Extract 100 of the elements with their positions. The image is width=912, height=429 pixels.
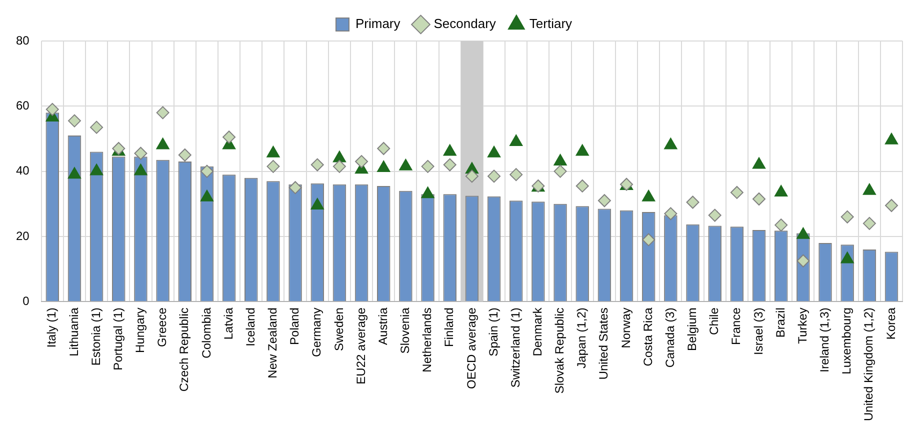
x-tick-label: New Zealand (266, 308, 280, 378)
point (576, 179, 589, 192)
x-tick-label: OECD average (464, 307, 478, 389)
point (288, 181, 302, 194)
point (443, 158, 456, 172)
point (774, 218, 788, 232)
x-tick-label: Czech Republic (177, 308, 192, 392)
point (377, 142, 390, 155)
point (796, 254, 810, 268)
point (730, 186, 744, 199)
point (134, 164, 148, 176)
point (443, 144, 456, 156)
point (510, 168, 523, 182)
point (465, 170, 478, 183)
x-tick-label: Portugal (1) (110, 308, 125, 370)
point (399, 158, 412, 170)
point (222, 130, 236, 144)
x-tick-label: Ireland (1,3) (818, 308, 832, 372)
x-tick-label: Spain (1) (486, 308, 500, 356)
x-tick-label: Germany (310, 308, 324, 357)
x-tick-label: Canada (3) (662, 308, 677, 368)
point (156, 138, 170, 150)
x-tick-label: United States (596, 308, 611, 380)
x-tick-label: Italy (1) (44, 308, 59, 348)
x-tick-label: Belgium (685, 308, 700, 351)
x-tick-label: Austria (376, 307, 390, 345)
x-tick-label: Turkey (795, 308, 810, 344)
point (510, 134, 523, 146)
point (884, 132, 898, 144)
point (664, 138, 678, 150)
point (686, 196, 700, 209)
point (840, 210, 854, 224)
point (90, 120, 104, 134)
point (46, 102, 59, 116)
x-tick-label: Switzerland (1) (508, 308, 522, 388)
point (310, 158, 324, 172)
x-tick-label: Iceland (243, 308, 258, 346)
x-tick-label: Greece (155, 307, 170, 347)
x-tick-label: EU22 average (354, 307, 368, 384)
point (488, 170, 501, 183)
x-tick-label: France (729, 307, 744, 345)
x-tick-label: Finland (442, 308, 456, 347)
x-tick-label: Brazil (773, 308, 788, 338)
x-tick-label: Sweden (332, 308, 346, 351)
point (664, 207, 678, 220)
y-tick-label: 60 (16, 98, 30, 112)
point (862, 216, 876, 230)
point (156, 106, 170, 120)
x-tick-label: Denmark (530, 306, 544, 356)
x-tick-label: Korea (884, 307, 898, 340)
point (200, 190, 214, 202)
x-tick-label: Chile (707, 307, 722, 335)
point (421, 160, 434, 173)
point (377, 160, 390, 172)
point (796, 227, 810, 239)
point (862, 183, 876, 195)
point (642, 233, 656, 246)
point (90, 164, 104, 176)
point (576, 144, 589, 156)
x-tick-label: United Kingdom (1,2) (862, 308, 876, 421)
x-tick-label: Netherlands (420, 308, 434, 372)
y-tick-label: 40 (16, 164, 30, 178)
x-tick-label: Slovak Republic (552, 308, 567, 394)
x-tick-label: Estonia (1) (88, 308, 103, 366)
point (134, 146, 148, 160)
x-tick-label: Israel (3) (751, 308, 766, 355)
legend-label: Secondary (434, 16, 496, 32)
point (554, 164, 567, 178)
point (752, 192, 766, 206)
point (266, 146, 280, 158)
x-tick-label: Latvia (221, 307, 236, 340)
point (266, 160, 280, 173)
y-tick-label: 80 (16, 33, 30, 48)
point (885, 199, 898, 212)
y-tick-label: 0 (22, 294, 30, 308)
point (774, 184, 788, 196)
point (332, 160, 346, 173)
y-tick-label: 20 (16, 228, 30, 243)
x-tick-label: Poland (288, 308, 302, 345)
point (752, 157, 766, 169)
point (68, 114, 81, 128)
point (554, 154, 567, 166)
x-tick-label: Colombia (199, 307, 214, 358)
x-tick-label: Norway (618, 308, 633, 348)
legend-label: Tertiary (529, 16, 573, 32)
x-tick-label: Hungary (133, 308, 148, 353)
point (310, 198, 324, 210)
point (598, 194, 611, 208)
x-tick-label: Luxembourg (840, 308, 854, 374)
point (487, 146, 501, 158)
x-tick-label: Japan (1,2) (574, 308, 589, 368)
point (840, 252, 854, 264)
point (355, 155, 368, 168)
x-tick-label: Lithuania (66, 307, 81, 356)
point (642, 190, 656, 202)
legend-label: Primary (355, 16, 401, 32)
point (200, 164, 214, 178)
point (708, 208, 722, 222)
x-tick-label: Costa Rica (640, 307, 655, 366)
point (178, 148, 192, 162)
